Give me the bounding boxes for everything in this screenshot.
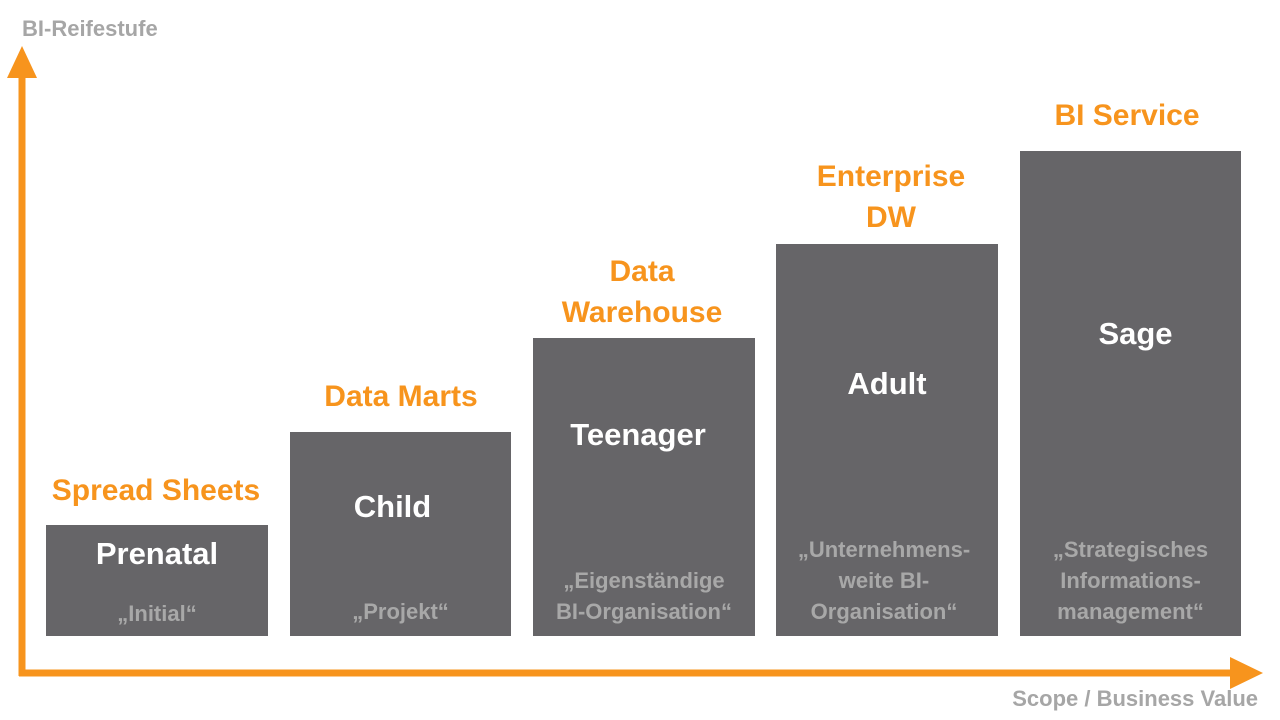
organization-label: „Projekt“ [352,599,449,624]
maturity-label: Teenager [570,417,706,452]
maturity-label: Sage [1098,316,1173,351]
category-label: Data Warehouse [561,255,723,329]
stage-column: Prenatal „Initial“ [46,525,268,636]
category-label: Data Marts [324,380,478,413]
stage-column: Child „Projekt“ [290,432,511,636]
y-axis-arrowhead [7,46,37,78]
organization-label: „Initial“ [117,601,197,626]
maturity-label: Child [353,489,432,524]
category-label: Spread Sheets [51,474,261,507]
organization-label: „Strategisches Informations- management“ [1052,537,1209,624]
maturity-label: Prenatal [95,536,219,571]
maturity-label: Adult [847,366,927,401]
organization-label: „Eigenständige BI-Organisation“ [555,568,732,624]
x-axis-label: Scope / Business Value [1012,686,1258,711]
stage-column: Sage „Strategisches Informations- manage… [1020,151,1241,636]
stage-column: Adult „Unternehmens- weite BI- Organisat… [776,244,998,636]
category-label: Enterprise DW [816,160,966,234]
stage-column: Teenager „Eigenständige BI-Organisation“ [533,338,755,636]
category-label: BI Service [1054,99,1200,132]
organization-label: „Unternehmens- weite BI- Organisation“ [797,537,971,624]
y-axis-label: BI-Reifestufe [22,16,158,41]
x-axis-arrowhead [1230,657,1263,689]
